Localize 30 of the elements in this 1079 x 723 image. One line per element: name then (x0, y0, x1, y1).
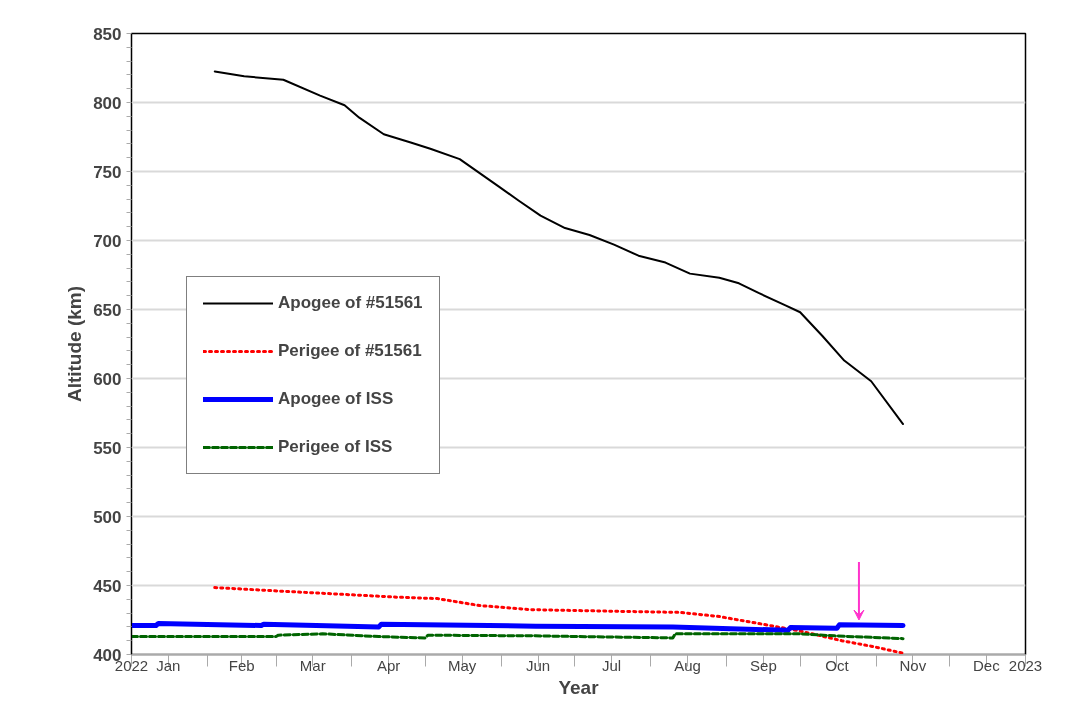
x-tick-label: Sep (750, 656, 777, 674)
legend-label: Perigee of #51561 (278, 341, 422, 361)
y-tick-label: 800 (93, 93, 122, 113)
y-axis-title: Altitude (km) (64, 285, 86, 403)
x-tick-label: Aug (674, 656, 701, 674)
x-tick-label: Feb (228, 656, 255, 674)
y-tick-label: 700 (93, 231, 122, 251)
x-tick-label: Jan (156, 656, 181, 674)
x-axis-title: Year (558, 676, 600, 698)
y-tick-label: 550 (93, 438, 122, 458)
x-tick-label: Mar (299, 656, 326, 674)
y-tick-label: 750 (93, 162, 122, 182)
legend-label: Apogee of #51561 (278, 293, 423, 313)
y-tick-label: 850 (93, 24, 122, 44)
y-tick-label: 600 (93, 369, 122, 389)
x-tick-label: Dec (972, 656, 1001, 674)
line-series (213, 70, 905, 426)
legend-label: Perigee of ISS (278, 437, 393, 457)
x-tick-label: Nov (899, 656, 927, 674)
y-tick-label: 500 (93, 507, 122, 527)
y-tick-label: 650 (93, 300, 122, 320)
x-tick-label: 2023 (1008, 656, 1043, 674)
legend-label: Apogee of ISS (278, 389, 394, 409)
x-tick-label: Jul (601, 656, 622, 674)
x-tick-label: Apr (377, 656, 401, 674)
y-tick-label: 450 (93, 576, 122, 596)
line-series (213, 586, 905, 655)
x-tick-label: May (447, 656, 477, 674)
x-tick-label: Jun (525, 656, 551, 674)
x-tick-label: Oct (825, 656, 850, 674)
